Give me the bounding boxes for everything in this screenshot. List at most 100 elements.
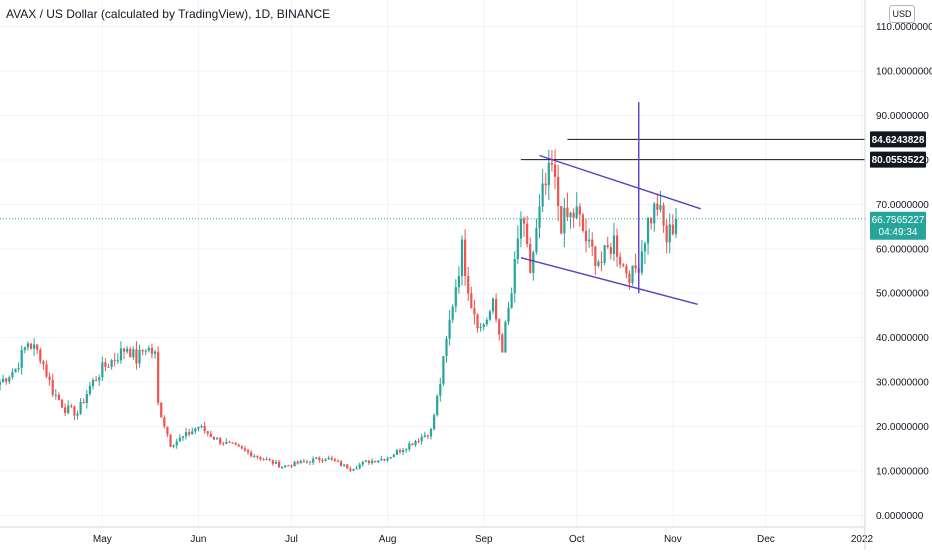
candle: [510, 287, 513, 309]
candle: [535, 218, 538, 255]
candle: [194, 427, 197, 434]
y-tick-label: 90.0000000: [876, 111, 929, 122]
candle-body: [256, 455, 259, 458]
candle: [417, 438, 420, 444]
candle: [240, 445, 243, 450]
candle-body: [628, 273, 631, 283]
candle-body: [519, 218, 523, 239]
level-badge-text: 80.0553522: [872, 155, 925, 166]
candle-body: [433, 415, 436, 429]
candle: [172, 444, 175, 449]
candle: [349, 466, 352, 473]
candle: [197, 426, 200, 432]
x-tick-label: Jul: [285, 534, 298, 545]
candle-body: [126, 348, 129, 352]
candle: [330, 455, 333, 461]
candle: [101, 356, 104, 382]
candle: [439, 377, 442, 402]
candle: [228, 440, 231, 443]
candle-body: [197, 426, 200, 429]
candle-body: [460, 239, 464, 277]
candle-body: [336, 460, 340, 462]
candle: [659, 190, 662, 213]
drawings[interactable]: [0, 102, 865, 305]
candle: [491, 297, 495, 315]
candle: [634, 253, 637, 273]
candle: [246, 448, 250, 455]
x-tick-label: Aug: [379, 534, 397, 545]
candle-body: [5, 378, 8, 382]
candle-body: [191, 431, 194, 435]
candle-body: [389, 457, 392, 459]
candle: [600, 251, 603, 272]
candle-body: [54, 394, 57, 396]
candle: [312, 456, 315, 466]
candle-body: [107, 366, 110, 368]
candle: [569, 211, 572, 229]
candle-body: [57, 394, 61, 400]
candle: [17, 362, 20, 372]
candle-body: [541, 183, 544, 207]
candle: [671, 214, 674, 236]
trend-line[interactable]: [520, 256, 698, 305]
y-tick-label: 50.0000000: [876, 289, 929, 300]
last-price-value: 66.7565227: [872, 215, 925, 226]
candle-body: [271, 460, 274, 464]
candle-body: [522, 218, 526, 224]
candle: [646, 216, 650, 255]
candle-body: [609, 247, 612, 254]
candle: [594, 245, 597, 276]
candle-body: [284, 465, 287, 468]
candle-body: [228, 441, 231, 443]
candle-body: [299, 460, 302, 464]
candle-body: [157, 351, 160, 403]
candle-body: [73, 406, 76, 416]
candle-body: [578, 206, 581, 215]
currency-badge[interactable]: USD: [889, 5, 915, 23]
candle: [380, 456, 383, 461]
trend-line[interactable]: [539, 154, 701, 210]
candle: [339, 460, 343, 467]
candle: [284, 465, 287, 469]
candle: [116, 353, 119, 364]
candle: [473, 299, 476, 325]
candle-body: [290, 465, 293, 467]
candle-body: [26, 343, 30, 348]
candle-body: [358, 464, 361, 469]
candle-body: [188, 432, 191, 435]
candle-body: [215, 438, 219, 440]
candle: [60, 398, 64, 409]
last-price-countdown: 04:49:34: [879, 227, 918, 238]
candle-body: [219, 438, 222, 444]
candle-body: [380, 458, 383, 461]
candle-body: [411, 443, 414, 446]
candle: [429, 427, 433, 440]
candle: [107, 363, 110, 368]
x-tick-label: Jun: [190, 534, 206, 545]
candle: [57, 392, 61, 401]
candle-body: [296, 461, 299, 464]
candle-body: [209, 433, 212, 438]
candle: [256, 455, 259, 460]
candle: [82, 398, 85, 404]
candle-body: [60, 399, 64, 408]
candle-body: [203, 426, 206, 432]
candle: [606, 236, 609, 249]
x-tick-label: Sep: [475, 534, 493, 545]
candle: [85, 389, 88, 409]
candle: [516, 225, 519, 265]
candle: [23, 346, 26, 354]
candle-body: [476, 314, 479, 329]
candle-body: [67, 405, 70, 414]
candle-body: [262, 459, 265, 461]
candle-body: [141, 349, 144, 352]
candle-body: [122, 348, 126, 352]
candle: [206, 430, 209, 437]
candle-body: [370, 460, 374, 464]
candle-body: [98, 377, 101, 381]
candle-body: [305, 461, 309, 463]
candle-body: [172, 445, 175, 447]
candle: [54, 389, 57, 400]
